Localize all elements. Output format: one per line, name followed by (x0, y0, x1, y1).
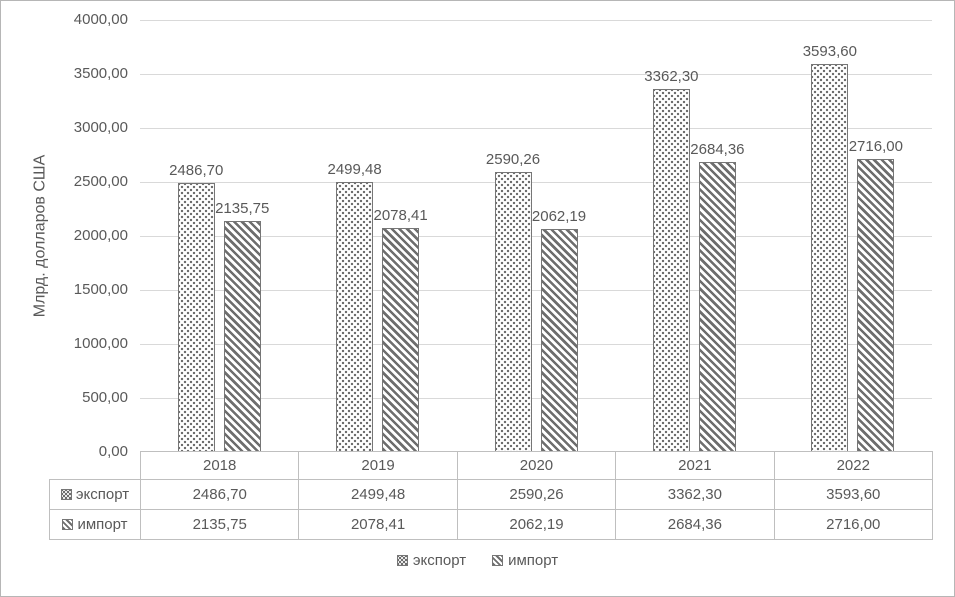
table-cell: 2684,36 (615, 509, 775, 540)
gridline (140, 20, 932, 21)
series-name-label: импорт (77, 516, 128, 533)
bar-group-2018: 2486,70 2135,75 (140, 20, 298, 452)
legend-key-export-icon (60, 489, 72, 500)
table-header-cell: 2022 (773, 451, 934, 480)
bar-data-label: 2499,48 (327, 161, 382, 179)
y-axis-tick-label: 2000,00 (73, 227, 128, 244)
table-cell: 2078,41 (298, 509, 458, 540)
gridline (140, 290, 932, 291)
gridline (140, 398, 932, 399)
table-cell: 2486,70 (139, 479, 300, 510)
legend: экспорт импорт (1, 552, 954, 569)
bar-import: 2716,00 (849, 138, 903, 452)
bar-import: 2135,75 (215, 200, 269, 452)
legend-key-export-icon (396, 555, 408, 566)
bar-data-label: 2486,70 (169, 162, 224, 180)
table-row-label: импорт (49, 509, 141, 540)
table-corner-cell (50, 452, 141, 480)
table-cell: 2716,00 (773, 509, 934, 540)
bar-data-label: 3593,60 (802, 42, 857, 60)
table-cell: 2590,26 (456, 479, 617, 510)
table-cell: 2062,19 (456, 509, 617, 540)
legend-key-import-icon (62, 519, 74, 530)
table-row-label-content: экспорт (51, 486, 140, 503)
table-header-cell: 2018 (139, 451, 300, 480)
bar-export: 2486,70 (169, 162, 223, 452)
gridline (140, 344, 932, 345)
bar-data-label: 2062,19 (531, 208, 587, 226)
y-axis-tick-label: 3500,00 (73, 65, 128, 82)
bar-group-2019: 2499,48 2078,41 (298, 20, 456, 452)
table-cell: 3362,30 (615, 479, 775, 510)
bar-export: 2499,48 (327, 161, 382, 452)
bar-export: 3593,60 (803, 43, 857, 452)
bar-group-2020: 2590,26 2062,19 (457, 20, 615, 452)
bar-data-label: 2078,41 (373, 206, 428, 224)
plot-area: 2486,70 2135,75 2499,48 2078,41 2590,26 2062,… (140, 20, 932, 452)
legend-key-import-icon (492, 555, 504, 566)
table-cell: 2135,75 (139, 509, 300, 540)
bar-group-2022: 3593,60 2716,00 (774, 20, 932, 452)
table-row-label: экспорт (49, 479, 141, 510)
bar-import: 2078,41 (373, 207, 428, 452)
y-axis-tick-label: 3000,00 (73, 119, 128, 136)
table-row-import: импорт 2135,75 2078,41 2062,19 2684,36 2716,0… (49, 509, 934, 540)
y-axis: 4000,00 3500,00 3000,00 2500,00 2000,00 1500,… (1, 1, 128, 596)
table-header-row: 2018 2019 2020 2021 2022 (50, 451, 934, 480)
legend-label: экспорт (412, 552, 467, 569)
y-axis-tick-label: 4000,00 (73, 11, 128, 28)
table-row-export: экспорт 2486,70 2499,48 2590,26 3362,30 3593,… (49, 479, 934, 510)
bar-data-label: 2135,75 (215, 200, 270, 218)
y-axis-tick-label: 1000,00 (73, 335, 128, 352)
y-axis-tick-label: 2500,00 (73, 173, 128, 190)
y-axis-tick-label: 1500,00 (73, 281, 128, 298)
gridline (140, 128, 932, 129)
data-table: 2018 2019 2020 2021 2022 экспорт 2486,70 2499,4… (49, 451, 934, 540)
table-header-cell: 2019 (298, 451, 458, 480)
gridline (140, 182, 932, 183)
bar-groups: 2486,70 2135,75 2499,48 2078,41 2590,26 2062,… (140, 20, 932, 452)
table-header-cell: 2020 (456, 451, 617, 480)
table-header-cell: 2021 (615, 451, 775, 480)
legend-item-import: импорт (492, 552, 558, 569)
bar-group-2021: 3362,30 2684,36 (615, 20, 773, 452)
legend-item-export: экспорт (396, 552, 467, 569)
gridline (140, 236, 932, 237)
bar-data-label: 3362,30 (644, 67, 699, 85)
bar-export: 2590,26 (486, 151, 540, 452)
gridline (140, 74, 932, 75)
table-cell: 3593,60 (773, 479, 934, 510)
series-name-label: экспорт (75, 486, 130, 503)
bar-import: 2062,19 (532, 208, 586, 452)
bar-data-label: 2716,00 (848, 137, 903, 155)
bar-export: 3362,30 (644, 68, 699, 452)
y-axis-tick-label: 0,00 (98, 443, 128, 460)
bar-import: 2684,36 (690, 141, 745, 452)
table-row-label-content: импорт (51, 516, 140, 533)
y-axis-tick-label: 500,00 (82, 389, 128, 406)
data-table-container: 2018 2019 2020 2021 2022 экспорт 2486,70 2499,4… (49, 451, 934, 540)
table-cell: 2499,48 (298, 479, 458, 510)
legend-label: импорт (508, 552, 559, 569)
bar-data-label: 2684,36 (690, 141, 745, 159)
bar-data-label: 2590,26 (485, 151, 541, 169)
